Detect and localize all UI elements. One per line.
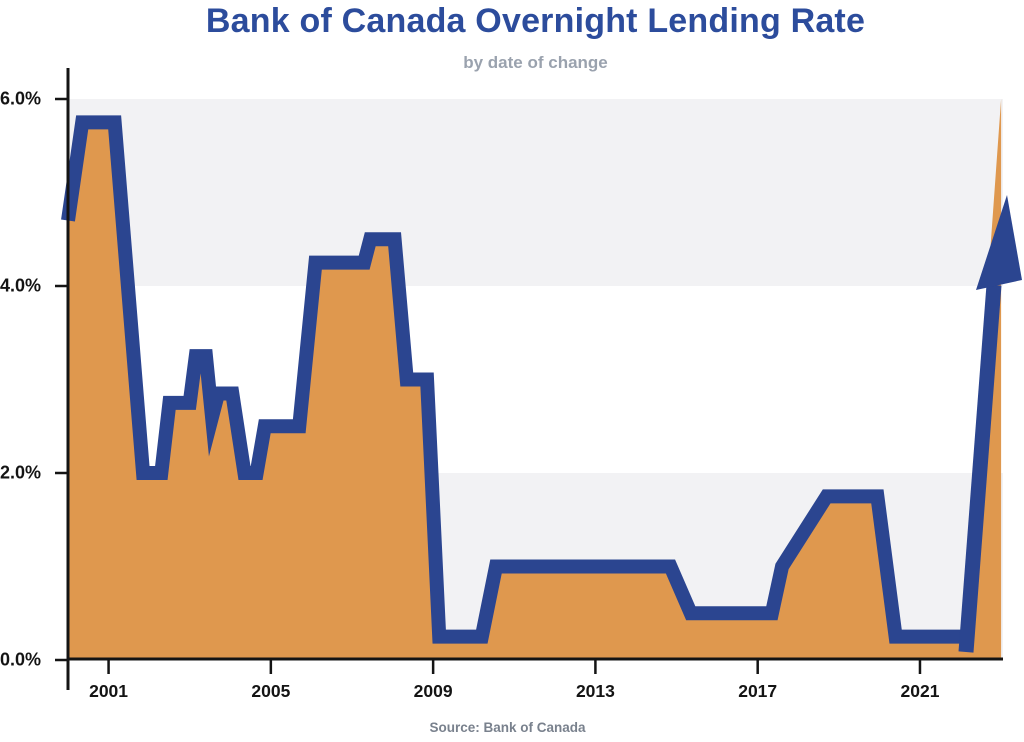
- source-caption: Source: Bank of Canada: [429, 720, 586, 735]
- x-axis-tick: [756, 660, 759, 674]
- x-axis-tick-label: 2017: [738, 681, 778, 701]
- y-axis-tick: [55, 284, 67, 288]
- x-axis-tick: [107, 660, 110, 674]
- x-axis-line: [66, 657, 1003, 661]
- y-axis-tick-label: 2.0%: [0, 462, 42, 483]
- y-axis-line: [66, 68, 70, 690]
- y-axis-tick-label: 4.0%: [0, 275, 42, 296]
- x-axis-tick: [269, 660, 273, 674]
- y-axis-tick: [55, 471, 67, 475]
- x-axis-tick-label: 2009: [413, 681, 453, 701]
- x-axis-tick: [918, 660, 922, 674]
- plot-band: [69, 99, 1003, 286]
- x-axis-tick-label: 2005: [251, 681, 291, 701]
- rate-line: [61, 115, 963, 644]
- y-axis-tick: [55, 97, 67, 101]
- chart-title: Bank of Canada Overnight Lending Rate: [205, 2, 866, 40]
- x-axis-tick-label: 2013: [575, 681, 615, 701]
- x-axis-tick-label: 2021: [900, 681, 940, 701]
- y-axis-tick: [55, 658, 67, 662]
- chart-subtitle: by date of change: [463, 53, 608, 72]
- up-arrow-head: [976, 195, 1022, 290]
- x-axis-tick: [431, 660, 435, 674]
- x-axis-tick-label: 2001: [89, 681, 129, 701]
- rate-area: [68, 99, 1002, 660]
- y-axis-tick-label: 6.0%: [0, 88, 42, 109]
- y-axis-tick-label: 0.0%: [0, 649, 42, 670]
- up-arrow-shaft: [958, 284, 1002, 653]
- x-axis-tick: [594, 660, 597, 674]
